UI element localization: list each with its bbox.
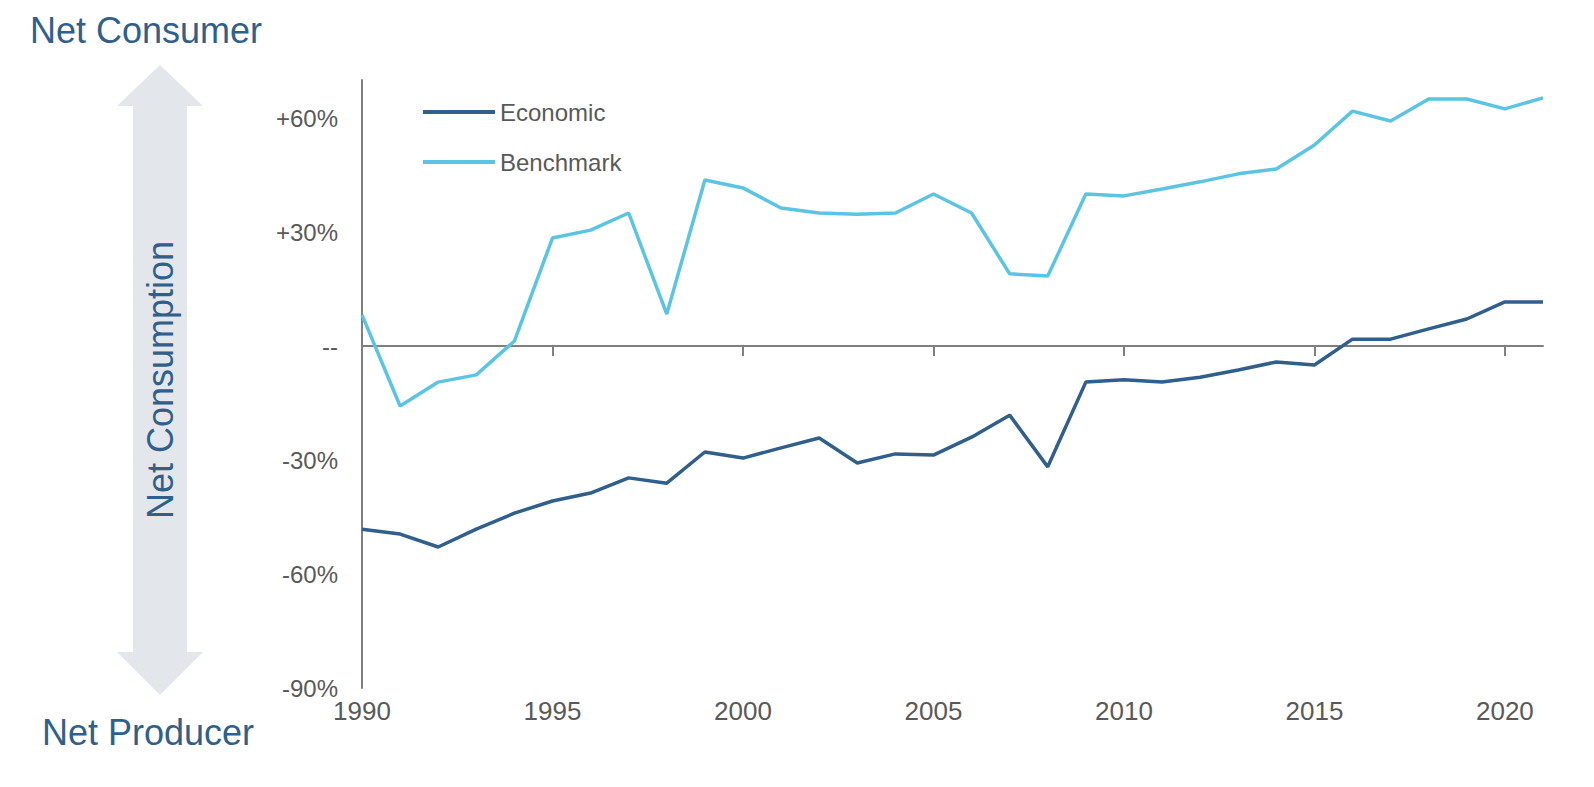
svg-text:Net Consumption: Net Consumption (140, 241, 181, 519)
svg-text:-30%: -30% (282, 447, 338, 474)
svg-text:-90%: -90% (282, 675, 338, 702)
svg-text:+30%: +30% (276, 219, 338, 246)
svg-text:Net Consumer: Net Consumer (30, 10, 262, 51)
svg-text:1990: 1990 (333, 696, 391, 726)
svg-text:2005: 2005 (905, 696, 963, 726)
svg-text:2015: 2015 (1285, 696, 1343, 726)
svg-text:--: -- (322, 333, 338, 360)
svg-text:Net Producer: Net Producer (42, 712, 254, 753)
svg-text:2010: 2010 (1095, 696, 1153, 726)
svg-text:Economic: Economic (500, 99, 605, 126)
svg-text:2000: 2000 (714, 696, 772, 726)
svg-text:Benchmark: Benchmark (500, 149, 622, 176)
svg-text:-60%: -60% (282, 561, 338, 588)
svg-text:+60%: +60% (276, 105, 338, 132)
svg-text:2020: 2020 (1476, 696, 1534, 726)
svg-text:1995: 1995 (524, 696, 582, 726)
